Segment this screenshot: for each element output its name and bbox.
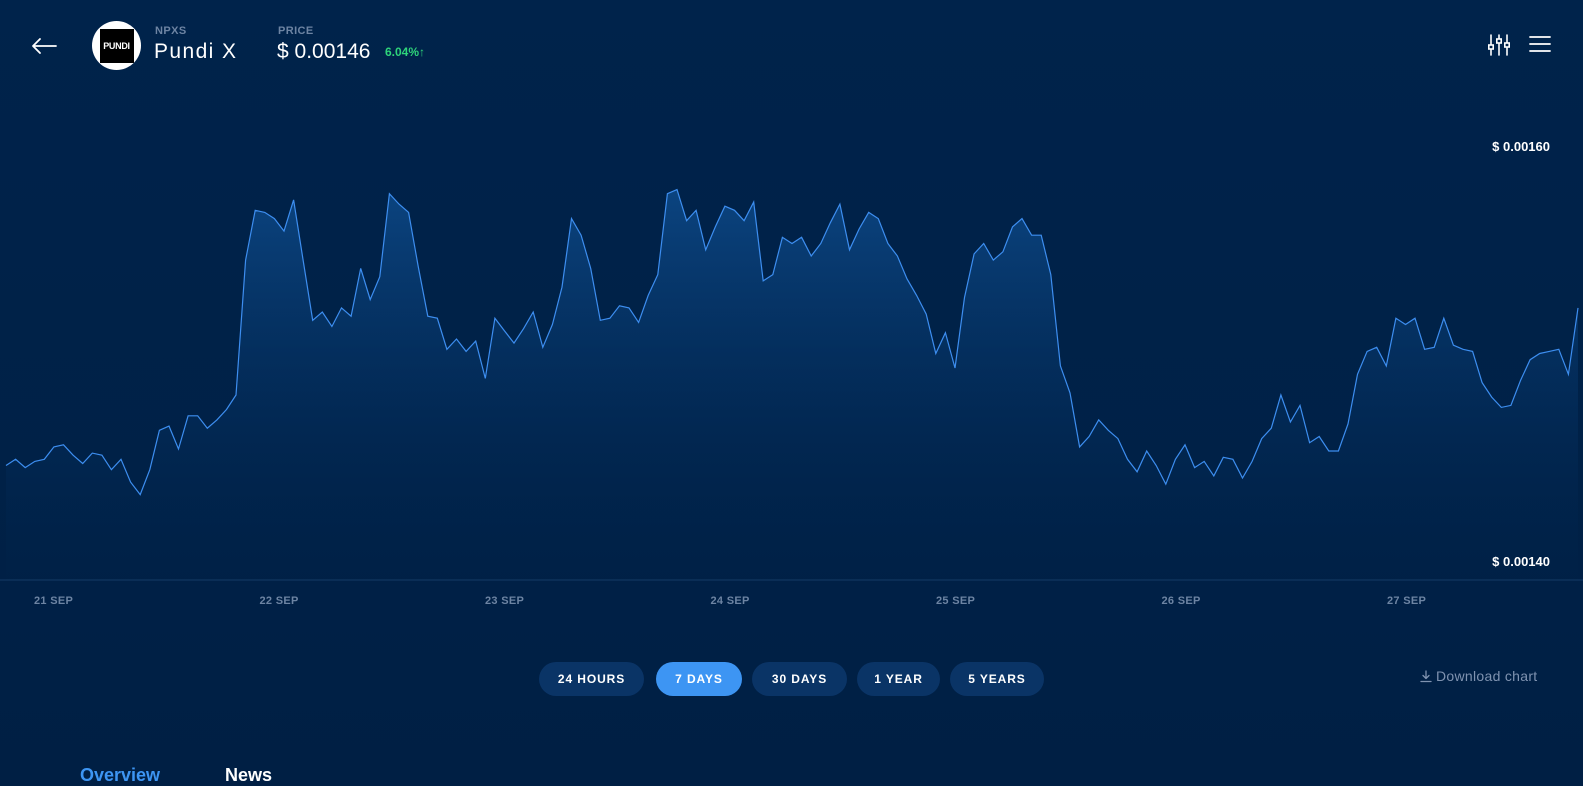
x-tick-label: 24 SEP	[711, 595, 750, 607]
range-1-year-button[interactable]: 1 YEAR	[857, 662, 940, 696]
x-tick-label: 25 SEP	[936, 595, 975, 607]
price-value: $ 0.00146	[277, 40, 371, 63]
coin-symbol: NPXS	[155, 25, 187, 37]
download-chart-label: Download chart	[1436, 668, 1538, 684]
back-button[interactable]	[28, 32, 60, 60]
tab-overview[interactable]: Overview	[80, 765, 161, 785]
download-icon	[1420, 669, 1432, 682]
price-chart-svg: $ 0.00160 $ 0.00140 21 SEP 22 SEP 23 SEP 24 …	[0, 139, 1583, 607]
range-5-years-button[interactable]: 5 YEARS	[950, 662, 1044, 696]
tab-bar: Overview News	[0, 760, 1583, 786]
header: PUNDI NPXS Pundi X PRICE $ 0.00146 6.04%…	[0, 0, 1583, 100]
x-tick-label: 21 SEP	[34, 595, 73, 607]
range-24-hours-button[interactable]: 24 HOURS	[539, 662, 644, 696]
coin-name: Pundi X	[154, 40, 238, 63]
tab-news[interactable]: News	[225, 765, 273, 785]
x-tick-label: 26 SEP	[1162, 595, 1201, 607]
price-change: 6.04%↑	[385, 45, 426, 59]
x-tick-label: 27 SEP	[1387, 595, 1426, 607]
y-tick-label: $ 0.00140	[1492, 554, 1550, 569]
filter-button[interactable]	[1488, 33, 1514, 59]
range-selector: 24 HOURS 7 DAYS 30 DAYS 1 YEAR 5 YEARS	[0, 662, 1583, 698]
price-label: PRICE	[278, 25, 314, 37]
x-tick-label: 23 SEP	[485, 595, 524, 607]
range-7-days-button[interactable]: 7 DAYS	[656, 662, 742, 696]
x-axis: 21 SEP 22 SEP 23 SEP 24 SEP 25 SEP 26 SEP 27 S…	[34, 595, 1426, 607]
menu-button[interactable]	[1529, 35, 1553, 57]
price-area	[6, 189, 1578, 580]
hamburger-menu-icon	[1529, 36, 1551, 52]
y-axis: $ 0.00160 $ 0.00140	[1492, 139, 1550, 569]
coin-logo-text: PUNDI	[103, 40, 130, 51]
download-chart-button[interactable]: Download chart	[1420, 668, 1537, 684]
sliders-icon	[1488, 34, 1510, 56]
arrow-left-icon	[32, 38, 57, 54]
price-chart: $ 0.00160 $ 0.00140 21 SEP 22 SEP 23 SEP 24 …	[0, 100, 1583, 620]
x-tick-label: 22 SEP	[260, 595, 299, 607]
y-tick-label: $ 0.00160	[1492, 139, 1550, 154]
price-line	[5, 188, 1579, 496]
coin-logo: PUNDI	[92, 21, 141, 70]
range-30-days-button[interactable]: 30 DAYS	[752, 662, 847, 696]
